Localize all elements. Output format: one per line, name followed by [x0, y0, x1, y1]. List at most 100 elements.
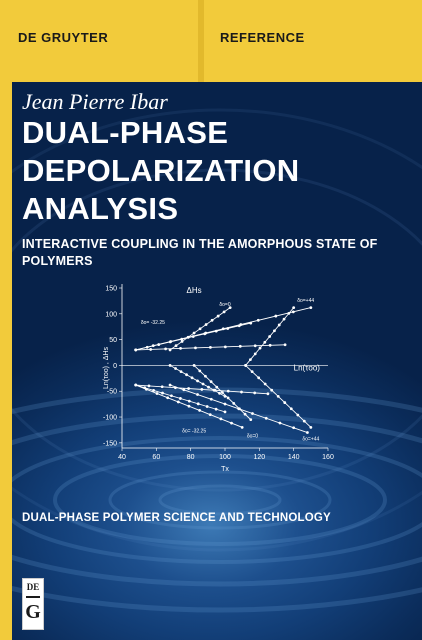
book-subtitle: INTERACTIVE COUPLING IN THE AMORPHOUS ST… — [22, 237, 378, 268]
series-point — [168, 383, 172, 387]
series-point — [282, 317, 286, 321]
series-point — [228, 306, 232, 310]
series-point — [178, 397, 182, 400]
logo-top: DE — [26, 582, 40, 592]
series-point — [289, 407, 293, 411]
series-point — [208, 413, 212, 417]
series-point — [309, 306, 313, 310]
series-point — [174, 367, 177, 370]
series-point — [263, 340, 267, 344]
series-point — [166, 396, 170, 400]
series-point — [253, 391, 257, 395]
imprint-label: REFERENCE — [220, 30, 305, 45]
y-tick-label: 100 — [105, 311, 117, 318]
logo-bottom: G — [25, 601, 41, 623]
series-point — [226, 389, 230, 393]
series-point — [196, 402, 200, 406]
series-point — [160, 385, 164, 389]
series-point — [244, 364, 248, 367]
series-point — [270, 388, 274, 392]
series-point — [292, 306, 296, 310]
series-point — [223, 394, 227, 398]
series-point — [192, 331, 196, 335]
series-point — [205, 405, 209, 408]
series-point — [268, 335, 272, 338]
series-point — [161, 391, 164, 395]
y-tick-label: 150 — [105, 286, 117, 293]
series-point — [258, 346, 262, 350]
x-tick-label: 80 — [187, 454, 195, 461]
series-point — [212, 388, 216, 392]
series-point — [187, 399, 191, 403]
series-point — [277, 323, 281, 327]
series-point — [221, 391, 224, 394]
series-point — [306, 431, 309, 434]
series-point — [179, 370, 183, 374]
x-tick-label: 100 — [219, 454, 231, 461]
series-point — [215, 385, 219, 389]
x-axis-label: Tx — [221, 466, 229, 473]
series-point — [155, 392, 159, 395]
series-point — [198, 369, 202, 373]
series-point — [216, 314, 220, 318]
x-tick-label: 160 — [322, 454, 334, 461]
series-point — [145, 345, 149, 349]
series-point — [203, 332, 207, 336]
series-point — [249, 321, 253, 325]
series-point — [309, 425, 313, 429]
banner-divider — [198, 0, 204, 82]
series-point — [194, 346, 197, 350]
series-point — [207, 385, 210, 389]
x-tick-label: 120 — [253, 454, 265, 461]
chart-annotation: δo= -32.25 — [182, 429, 206, 435]
series-point — [249, 418, 253, 422]
chart-annotation: δo=0 — [219, 302, 230, 308]
series-point — [164, 347, 168, 351]
y-tick-label: -150 — [103, 440, 117, 447]
series-point — [264, 416, 268, 420]
x-tick-label: 140 — [288, 454, 300, 461]
series-point — [187, 404, 191, 408]
chart-annotation: δo=+44 — [297, 298, 314, 304]
series-point — [249, 358, 252, 362]
series-name: DUAL-PHASE POLYMER SCIENCE AND TECHNOLOG… — [22, 512, 331, 524]
series-point — [185, 373, 188, 377]
x-tick-label: 40 — [118, 454, 126, 461]
title-line: ANALYSIS — [22, 191, 179, 226]
series-point — [214, 329, 218, 333]
series-point — [250, 370, 254, 374]
right-label: Ln(τoo) — [294, 364, 321, 373]
series-point — [143, 386, 147, 390]
series-point — [283, 343, 287, 347]
chart-annotation: δo=+44 — [302, 436, 319, 442]
series-point — [191, 335, 195, 338]
series-point — [223, 402, 227, 406]
series-point — [149, 348, 153, 351]
publisher-name: DE GRUYTER — [18, 30, 109, 45]
y-tick-label: -50 — [107, 389, 117, 396]
series-point — [168, 340, 172, 344]
series-point — [174, 344, 178, 348]
series-point — [198, 327, 202, 331]
series-point — [237, 324, 241, 328]
series-point — [204, 374, 207, 378]
series-point — [232, 401, 236, 405]
series-point — [200, 388, 204, 391]
series-point — [222, 310, 226, 314]
series-point — [152, 389, 155, 392]
series-point — [134, 383, 138, 387]
y-tick-label: 0 — [113, 363, 117, 370]
series-point — [209, 380, 213, 384]
series-point — [257, 376, 261, 380]
series-point — [218, 391, 221, 395]
series-point — [238, 344, 242, 348]
series-point — [263, 382, 267, 386]
series-point — [176, 400, 180, 404]
series-point — [204, 323, 208, 326]
series-point — [134, 348, 138, 352]
series-point — [302, 419, 306, 423]
series-point — [198, 409, 201, 412]
left-stripe — [0, 82, 12, 640]
logo-bar — [26, 596, 40, 598]
